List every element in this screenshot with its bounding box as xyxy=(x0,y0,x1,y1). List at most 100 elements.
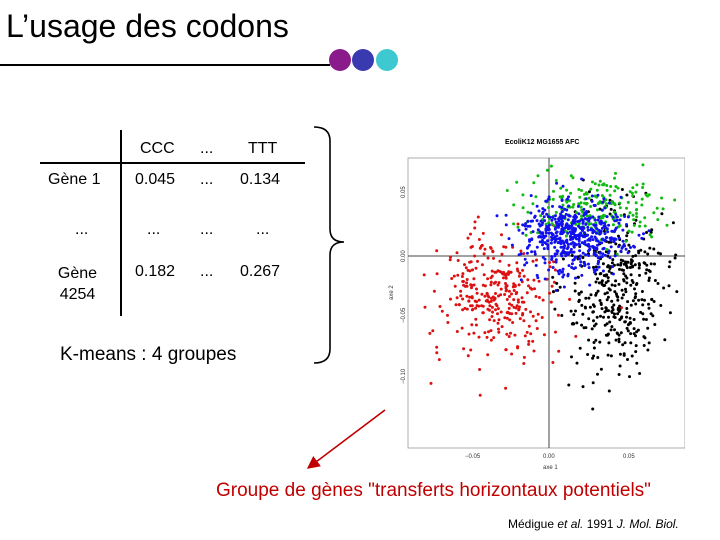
point-red xyxy=(489,299,493,303)
point-black xyxy=(584,296,588,300)
point-black xyxy=(611,258,615,262)
point-black xyxy=(629,341,633,345)
point-blue xyxy=(530,250,534,254)
point-green xyxy=(545,168,549,172)
point-green xyxy=(583,201,586,205)
point-green xyxy=(601,216,605,220)
point-black xyxy=(575,361,579,365)
point-green xyxy=(585,201,589,205)
point-blue xyxy=(561,215,565,218)
point-blue xyxy=(570,262,574,266)
point-blue xyxy=(578,243,582,247)
point-blue xyxy=(543,261,547,265)
point-blue xyxy=(613,254,617,258)
point-green xyxy=(561,203,565,207)
point-red xyxy=(516,300,520,304)
point-red xyxy=(514,311,518,315)
ytick-1: 0.05 xyxy=(401,186,407,198)
point-black xyxy=(551,290,555,294)
point-green xyxy=(550,222,554,226)
point-black xyxy=(647,276,651,280)
point-red xyxy=(498,259,502,263)
point-red xyxy=(549,300,553,304)
ref-year: 1991 xyxy=(583,517,617,531)
point-black xyxy=(602,274,606,277)
point-blue xyxy=(541,207,545,211)
point-green xyxy=(580,189,583,192)
point-blue xyxy=(623,244,626,248)
point-red xyxy=(473,226,477,230)
point-black xyxy=(620,268,624,272)
point-red xyxy=(522,319,526,323)
point-red xyxy=(517,283,521,287)
point-blue xyxy=(541,238,544,242)
point-blue xyxy=(578,219,582,223)
point-blue xyxy=(588,238,592,242)
point-blue xyxy=(601,252,605,256)
point-blue xyxy=(582,207,586,211)
point-blue xyxy=(588,283,592,287)
point-blue xyxy=(584,222,588,226)
point-green xyxy=(613,189,617,193)
point-blue xyxy=(574,276,577,280)
point-red xyxy=(435,345,439,349)
point-blue xyxy=(605,215,609,219)
table-horizontal-rule xyxy=(40,162,305,164)
point-red xyxy=(486,256,490,260)
point-black xyxy=(591,303,595,307)
point-black xyxy=(605,291,609,295)
point-blue xyxy=(554,214,557,218)
point-black xyxy=(634,302,638,306)
point-green xyxy=(626,200,630,204)
point-green xyxy=(648,233,652,237)
point-blue xyxy=(559,212,563,216)
point-black xyxy=(618,352,622,356)
point-red xyxy=(485,291,489,295)
point-blue xyxy=(553,217,557,221)
point-blue xyxy=(619,195,623,199)
point-blue xyxy=(606,230,610,234)
point-red xyxy=(533,287,536,291)
point-red xyxy=(517,274,521,278)
plot-frame xyxy=(407,157,685,449)
point-black xyxy=(607,341,611,345)
ytick-2: 0.00 xyxy=(401,250,407,262)
point-blue xyxy=(614,213,618,216)
point-black xyxy=(634,350,638,354)
point-red xyxy=(471,268,474,272)
point-red xyxy=(504,276,508,280)
point-black xyxy=(649,262,653,266)
point-black xyxy=(646,252,650,256)
point-black xyxy=(618,304,622,308)
point-red xyxy=(510,292,513,296)
point-blue xyxy=(525,246,529,250)
point-black xyxy=(625,264,628,268)
point-black xyxy=(560,314,564,317)
point-red xyxy=(497,281,501,285)
point-red xyxy=(521,268,525,272)
point-red xyxy=(449,255,452,259)
point-black xyxy=(567,383,571,387)
point-green xyxy=(569,174,573,178)
point-black xyxy=(667,284,671,288)
point-blue xyxy=(553,237,557,241)
point-red xyxy=(505,316,509,320)
point-black xyxy=(596,277,599,281)
point-blue xyxy=(524,222,528,226)
reference: Médigue et al. 1991 J. Mol. Biol. xyxy=(508,517,679,531)
point-black xyxy=(616,298,620,302)
point-red xyxy=(527,342,531,346)
point-black xyxy=(628,375,631,379)
point-green xyxy=(614,185,618,188)
point-blue xyxy=(495,214,499,218)
point-black xyxy=(596,356,600,359)
point-red xyxy=(527,324,531,328)
point-red xyxy=(489,283,493,287)
point-black xyxy=(602,229,606,233)
point-red xyxy=(489,338,493,342)
point-black xyxy=(583,305,587,309)
point-black xyxy=(623,341,627,345)
point-black xyxy=(649,230,653,234)
point-red xyxy=(482,273,486,277)
point-blue xyxy=(619,249,623,253)
